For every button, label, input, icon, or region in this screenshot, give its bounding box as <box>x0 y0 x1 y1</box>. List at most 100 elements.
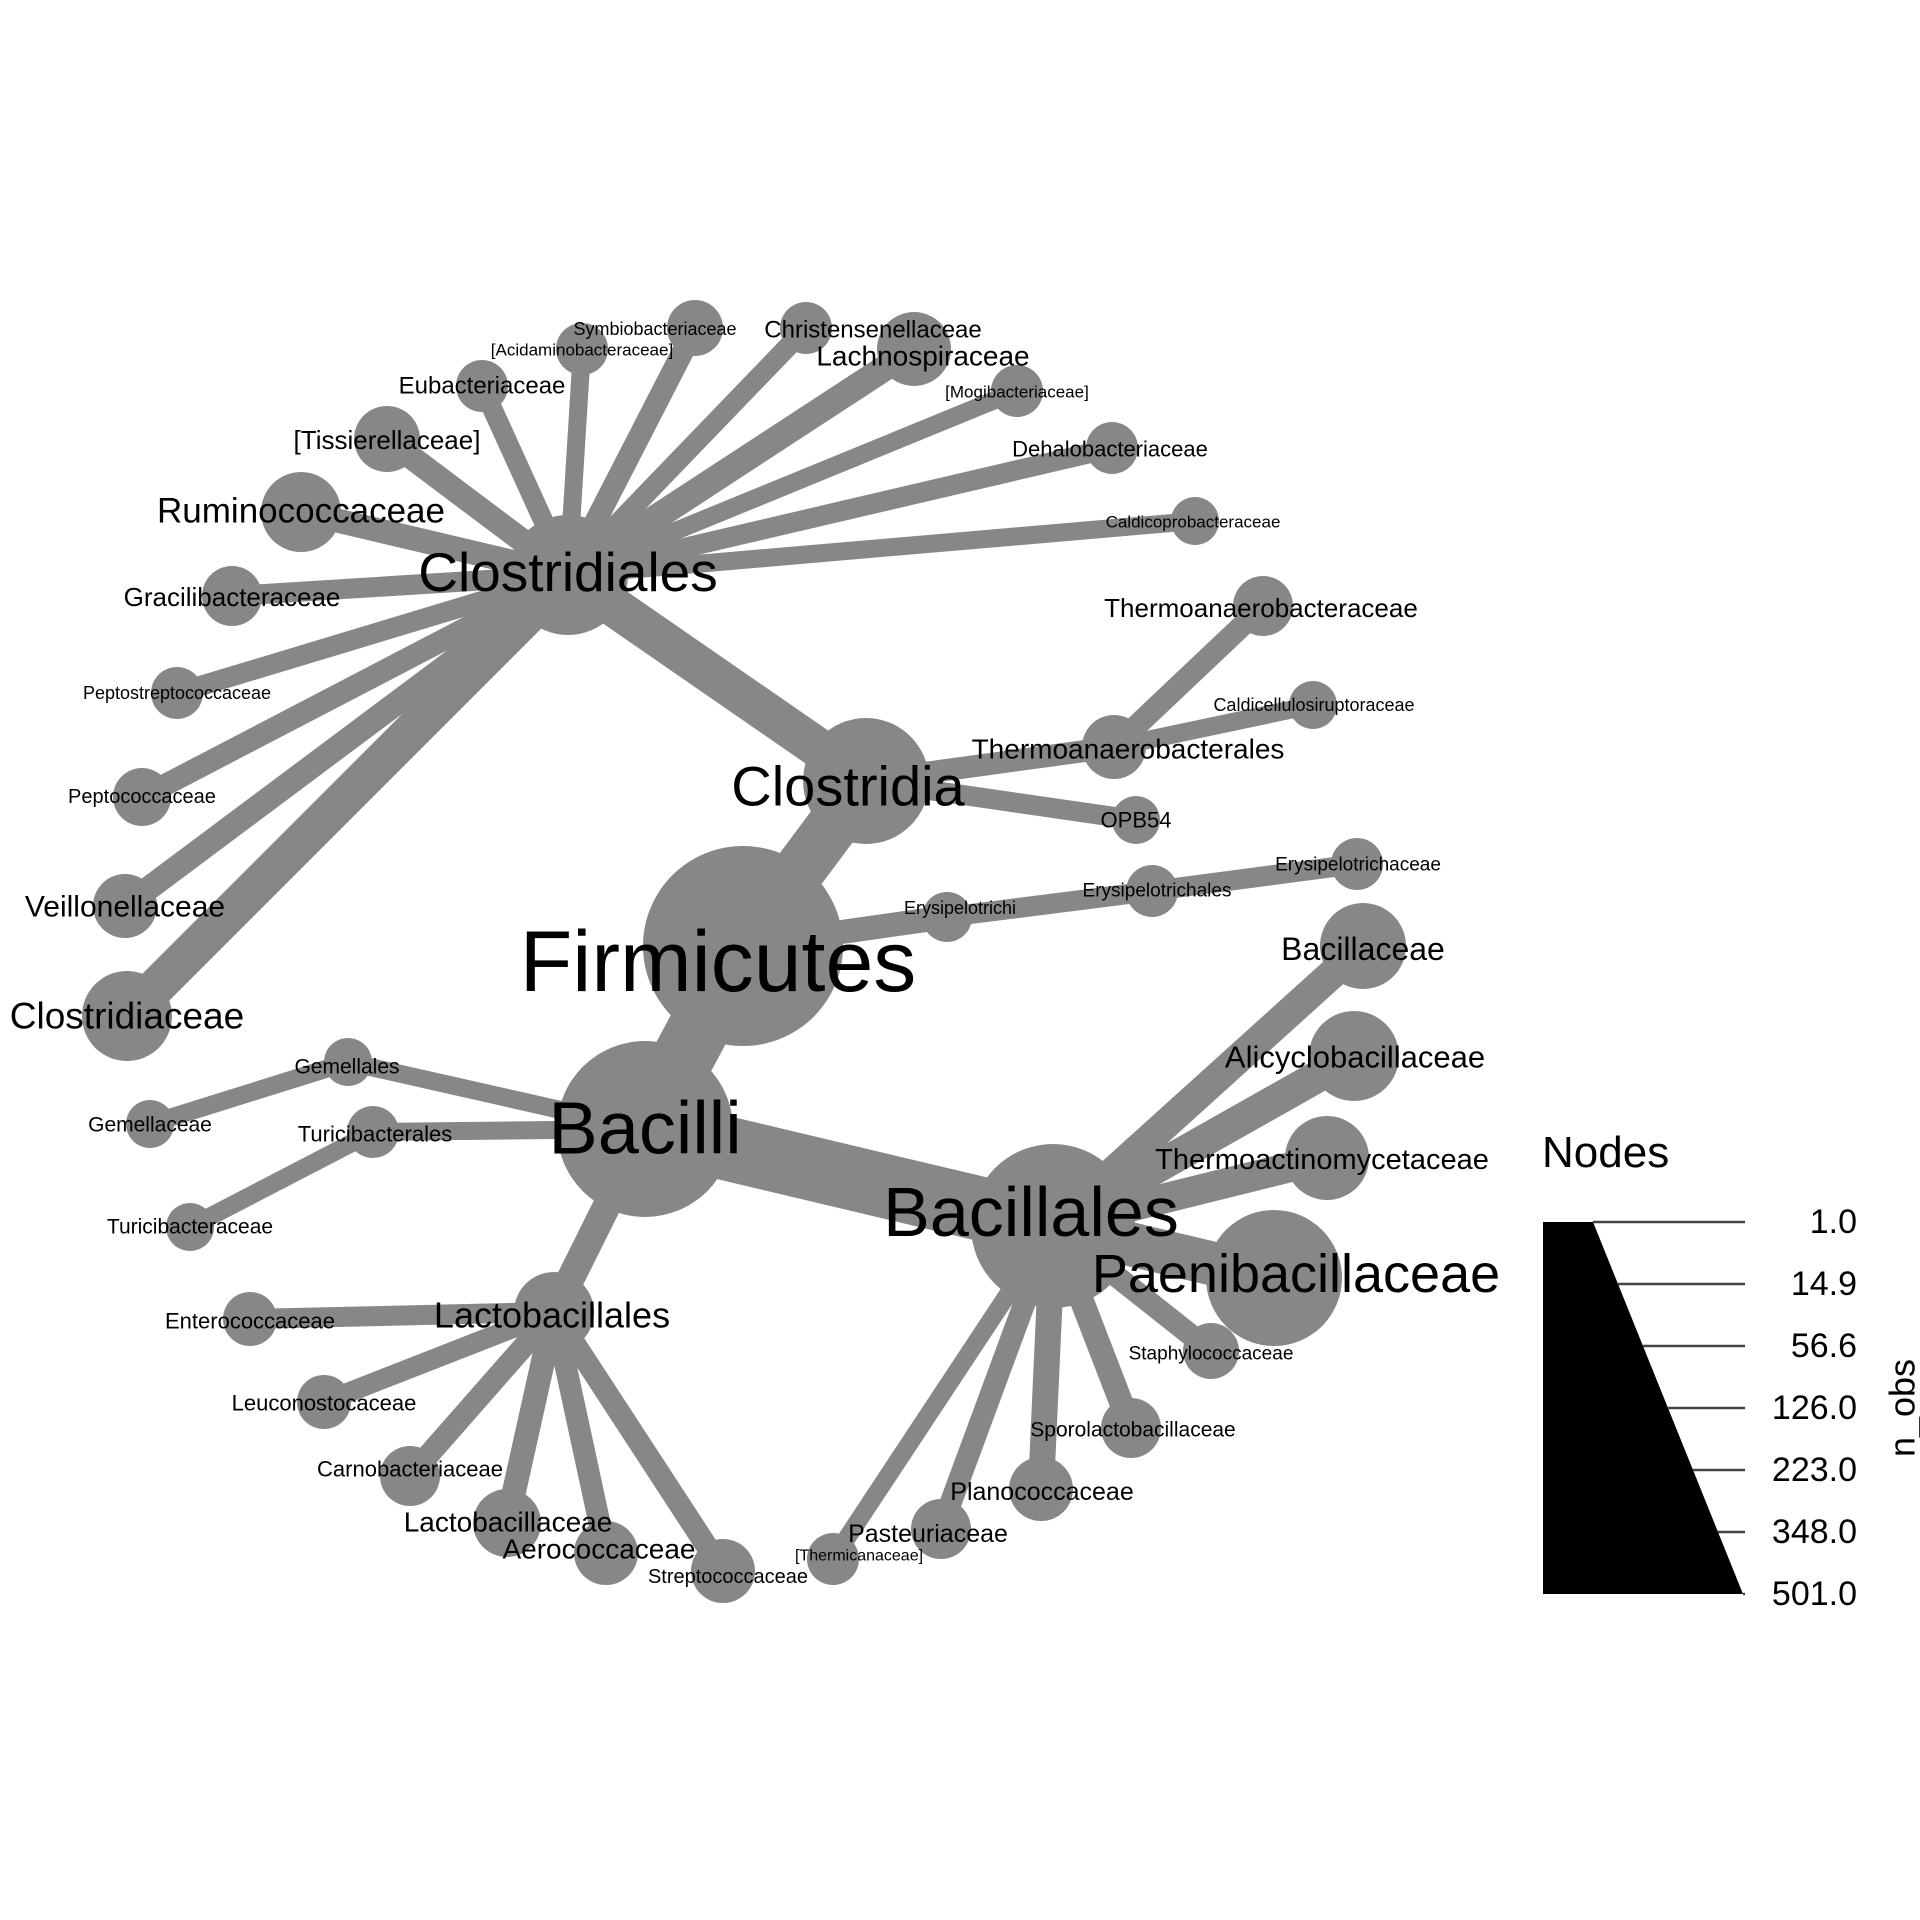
node-thermicanaceae <box>807 1533 859 1585</box>
label-alicyclobacillaceae: Alicyclobacillaceae <box>1225 1040 1485 1075</box>
tree-nodes <box>82 300 1406 1603</box>
node-veillonellaceae <box>93 874 157 938</box>
legend-title: Nodes <box>1542 1128 1669 1177</box>
label-dehalobacteriaceae: Dehalobacteriaceae <box>1012 437 1208 462</box>
label-veillonellaceae: Veillonellaceae <box>25 891 225 924</box>
label-thermoanaerobacteraceae: Thermoanaerobacteraceae <box>1104 593 1418 623</box>
node-lactobacillales <box>514 1272 594 1352</box>
node-enterococcaceae <box>223 1292 277 1346</box>
node-streptococcaceae <box>691 1539 755 1603</box>
node-dehalobacteriaceae <box>1086 422 1138 474</box>
node-alicyclobacillaceae <box>1309 1011 1399 1101</box>
label-erysipelotrichi: Erysipelotrichi <box>904 898 1016 918</box>
node-caldicoprobacteraceae <box>1171 497 1219 545</box>
label-planococcaceae: Planococcaceae <box>950 1478 1133 1506</box>
legend-tick-label: 14.9 <box>1791 1265 1857 1303</box>
node-turicibacterales <box>347 1106 399 1158</box>
edge-clostridiales-dehalobacteriaceae <box>565 438 1115 585</box>
legend-tick-label: 501.0 <box>1772 1575 1857 1613</box>
node-carnobacteriaceae <box>380 1446 440 1506</box>
node-staphylococcaceae <box>1183 1323 1239 1379</box>
edge-thermoanaerobacterales-thermoanaerobacteraceae <box>1106 598 1271 755</box>
node-gracilibacteraceae <box>202 566 262 626</box>
node-aerococcaceae <box>574 1521 638 1585</box>
label-sporolactobacillaceae: Sporolactobacillaceae <box>1030 1419 1235 1442</box>
node-thermoactinomycetaceae <box>1285 1116 1369 1200</box>
label-aerococcaceae: Aerococcaceae <box>502 1534 695 1565</box>
label-thermoactinomycetaceae: Thermoactinomycetaceae <box>1155 1144 1489 1176</box>
label-symbiobacteriaceae: Symbiobacteriaceae <box>573 319 736 339</box>
node-opb54 <box>1112 796 1160 844</box>
label-peptostreptococcaceae: Peptostreptococcaceae <box>83 683 271 703</box>
label-staphylococcaceae: Staphylococcaceae <box>1129 1344 1294 1365</box>
edge-lactobacillales-leuconostocaceae <box>320 1302 558 1412</box>
label-caldicellulosiruptoraceae: Caldicellulosiruptoraceae <box>1213 695 1414 715</box>
node-caldicellulosiruptoraceae <box>1289 681 1337 729</box>
node-acidaminobacteraceae <box>556 323 608 375</box>
node-clostridiaceae <box>82 971 172 1061</box>
node-firmicutes <box>643 846 843 1046</box>
label-christensenellaceae: Christensenellaceae <box>764 317 981 344</box>
node-ruminococcaceae <box>261 472 341 552</box>
legend-axis-label: n_obs <box>1882 1359 1920 1457</box>
node-bacilli <box>557 1041 733 1217</box>
label-mogibacteriaceae: [Mogibacteriaceae] <box>945 383 1089 402</box>
node-clostridiales <box>508 515 628 635</box>
label-lactobacillaceae: Lactobacillaceae <box>404 1507 613 1538</box>
label-ruminococcaceae: Ruminococcaceae <box>157 492 445 531</box>
edge-clostridiales-peptococcaceae <box>136 565 574 807</box>
node-thermoanaerobacteraceae <box>1233 576 1293 636</box>
node-erysipelotrichales <box>1126 865 1178 917</box>
edge-clostridiales-peptostreptococcaceae <box>174 565 571 703</box>
edge-lactobacillales-enterococcaceae <box>249 1302 555 1329</box>
node-leuconostocaceae <box>297 1375 351 1429</box>
edge-gemellales-gemellaceae <box>147 1053 351 1133</box>
legend: Nodes 1.0 14.9 56.6 126.0 223.0 348.0 501.0 n_… <box>1542 1128 1920 1613</box>
label-eubacteriaceae: Eubacteriaceae <box>399 373 566 400</box>
label-bacilli: Bacilli <box>548 1087 741 1170</box>
legend-ticks: 1.0 14.9 56.6 126.0 223.0 348.0 501.0 <box>1593 1203 1857 1613</box>
label-carnobacteriaceae: Carnobacteriaceae <box>317 1457 503 1482</box>
node-lactobacillaceae <box>473 1489 541 1557</box>
node-clostridia <box>803 718 929 844</box>
edge-lactobacillales-streptococcaceae <box>544 1305 733 1578</box>
edge-lactobacillales-aerococcaceae <box>543 1309 617 1556</box>
node-tissierellaceae <box>354 406 420 472</box>
label-clostridia: Clostridia <box>731 755 965 818</box>
node-lachnospiraceae <box>877 312 951 386</box>
label-bacillaceae: Bacillaceae <box>1281 931 1445 967</box>
edge-clostridiales-mogibacteriaceae <box>564 382 1021 584</box>
edge-thermoanaerobacterales-caldicellulosiruptoraceae <box>1112 696 1315 756</box>
edge-erysipelotrichales-erysipelotrichaceae <box>1150 854 1359 901</box>
legend-tick-label: 223.0 <box>1772 1451 1857 1489</box>
edge-clostridiales-lachnospiraceae <box>560 338 922 586</box>
label-clostridiales: Clostridiales <box>418 541 718 603</box>
label-caldicoprobacteraceae: Caldicoprobacteraceae <box>1106 513 1281 532</box>
legend-tick-label: 56.6 <box>1791 1327 1857 1365</box>
label-turicibacterales: Turicibacterales <box>298 1122 452 1147</box>
label-bacillales: Bacillales <box>883 1173 1179 1251</box>
label-lactobacillales: Lactobacillales <box>434 1295 670 1336</box>
node-erysipelotrichaceae <box>1331 838 1383 890</box>
edge-erysipelotrichi-erysipelotrichales <box>945 881 1154 927</box>
label-lachnospiraceae: Lachnospiraceae <box>816 341 1029 372</box>
node-peptostreptococcaceae <box>151 667 203 719</box>
label-erysipelotrichaceae: Erysipelotrichaceae <box>1275 855 1441 876</box>
node-eubacteriaceae <box>456 360 508 412</box>
node-peptococcaceae <box>113 768 171 826</box>
label-thermicanaceae: [Thermicanaceae] <box>795 1548 923 1565</box>
label-gracilibacteraceae: Gracilibacteraceae <box>124 582 341 612</box>
label-paenibacillaceae: Paenibacillaceae <box>1092 1244 1500 1304</box>
node-christensenellaceae <box>780 302 832 354</box>
legend-tick-label: 348.0 <box>1772 1513 1857 1551</box>
node-turicibacteraceae <box>166 1203 214 1251</box>
legend-tick-label: 126.0 <box>1772 1389 1857 1427</box>
label-streptococcaceae: Streptococcaceae <box>648 1566 808 1588</box>
label-leuconostocaceae: Leuconostocaceae <box>232 1391 417 1416</box>
node-mogibacteriaceae <box>991 365 1043 417</box>
node-paenibacillaceae <box>1206 1210 1342 1346</box>
node-gemellaceae <box>126 1100 174 1148</box>
node-thermoanaerobacterales <box>1082 715 1146 779</box>
node-sporolactobacillaceae <box>1101 1398 1161 1458</box>
